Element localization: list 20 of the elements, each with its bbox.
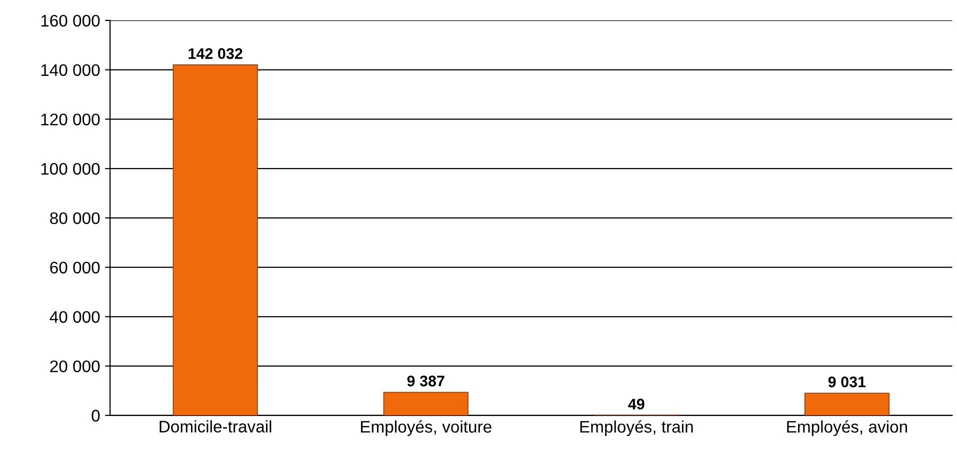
- data-label: 142 032: [188, 48, 242, 60]
- y-tick-label: 20 000: [50, 360, 100, 372]
- y-tick-label: 40 000: [50, 311, 100, 323]
- y-tick-label: 140 000: [41, 64, 100, 76]
- x-tick-label: Employés, avion: [787, 420, 908, 436]
- data-label: 9 031: [828, 376, 866, 388]
- y-tick-label: 100 000: [41, 162, 100, 175]
- data-label: 49: [628, 398, 644, 410]
- bar: [804, 392, 890, 416]
- y-tick-label: 120 000: [41, 114, 100, 126]
- bar: [172, 64, 258, 416]
- y-tick-label: 0: [92, 410, 100, 422]
- data-label: 9 387: [407, 376, 444, 386]
- x-tick-label: Employés, voiture: [361, 420, 492, 436]
- bar: [383, 392, 468, 416]
- y-tick-label: 160 000: [41, 14, 100, 27]
- y-tick-label: 60 000: [50, 262, 100, 274]
- y-tick-label: 80 000: [50, 212, 100, 224]
- x-tick-label: Domicile-travail: [160, 420, 272, 433]
- x-tick-label: Employés, train: [580, 420, 693, 436]
